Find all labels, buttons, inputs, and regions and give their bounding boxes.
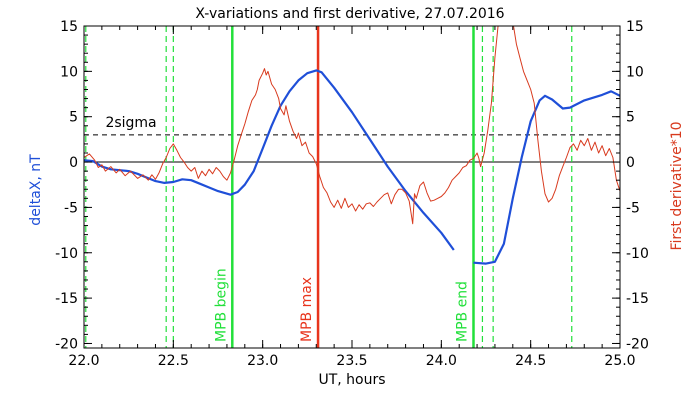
sigma-label: 2sigma [105,115,156,131]
y-tick-label-right-5: -10 [626,246,649,262]
axes: 22.0 22.5 23.0 23.5 24.0 24.5 25.0 15 15 10 10 5 5 0 0… [55,19,649,369]
plot-area: 2sigma MPB begin MPB max MPB end [84,26,620,348]
marker-label-1: MPB max [299,277,315,342]
x-axis-label: UT, hours [318,372,385,388]
y-tick-label-right-7: -20 [626,336,649,352]
x-tick-label-4: 24.0 [426,353,457,369]
x-tick-label-0: 22.0 [68,353,99,369]
series-derivative [84,26,620,225]
plot-frame [83,25,621,349]
y-tick-label-right-1: 10 [626,64,644,80]
y-tick-label-left-5: -10 [55,246,78,262]
series-deltaX [84,69,455,251]
y-tick-label-right-3: 0 [626,155,635,171]
y-tick-label-left-1: 10 [60,64,78,80]
y-tick-label-right-6: -15 [626,291,649,307]
x-tick-label-5: 24.5 [515,353,546,369]
marker-label-0: MPB begin [213,268,229,342]
x-tick-label-6: 25.0 [604,353,635,369]
chart-title: X-variations and first derivative, 27.07… [195,6,504,22]
marker-label-2: MPB end [454,281,470,342]
y-tick-label-right-0: 15 [626,19,644,35]
y-tick-label-right-4: -5 [626,200,640,216]
y-tick-label-left-4: -5 [64,200,78,216]
x-tick-label-1: 22.5 [158,353,189,369]
y-tick-label-left-6: -15 [55,291,78,307]
series-deltaX_after_gap [473,90,620,265]
y-tick-label-right-2: 5 [626,110,635,126]
y-axis-label-left: deltaX, nT [28,154,44,226]
x-tick-label-2: 23.0 [247,353,278,369]
y-axis-label-right: First derivative*10 [669,121,685,250]
y-tick-label-left-2: 5 [69,110,78,126]
y-tick-label-left-7: -20 [55,336,78,352]
y-tick-label-left-3: 0 [69,155,78,171]
y-tick-label-left-0: 15 [60,19,78,35]
x-tick-label-3: 23.5 [336,353,367,369]
